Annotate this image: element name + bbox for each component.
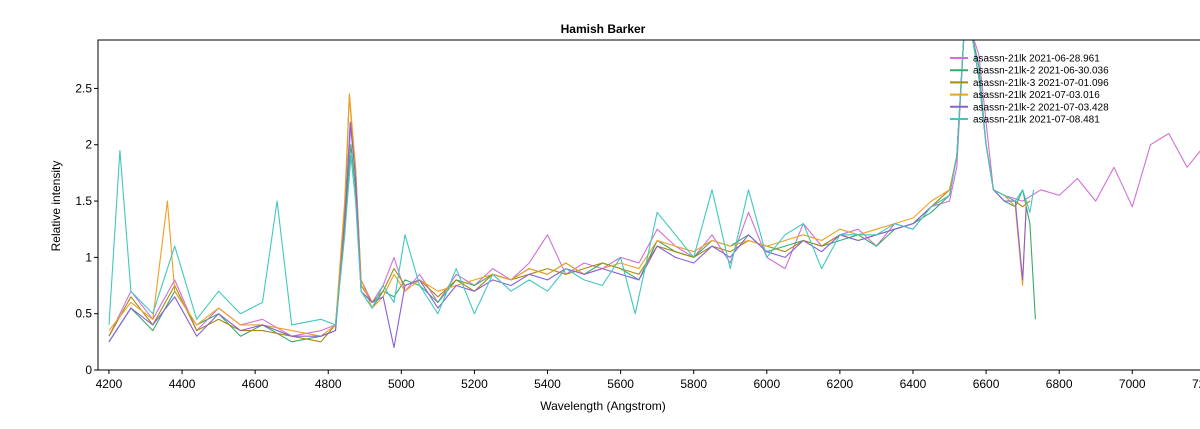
x-tick-label: 4800 [315,377,342,391]
y-tick-label: 1 [85,250,92,264]
x-tick-label: 6200 [827,377,854,391]
x-tick-label: 6600 [973,377,1000,391]
y-tick-label: 0.5 [75,307,92,321]
x-axis-label: Wavelength (Angstrom) [540,399,666,413]
x-tick-label: 4400 [169,377,196,391]
legend-label: asassn-21lk-2 2021-07-03.428 [973,102,1109,113]
y-tick-label: 0 [85,363,92,377]
y-tick-label: 1.5 [75,194,92,208]
x-tick-label: 4600 [242,377,269,391]
legend-label: asassn-21lk 2021-07-08.481 [973,115,1100,126]
legend: asassn-21lk 2021-06-28.961asassn-21lk-2 … [950,54,1109,126]
x-tick-label: 4200 [96,377,123,391]
y-axis-label: Relative intensity [49,161,63,252]
x-tick-label: 7200 [1192,377,1200,391]
plot-frame [97,39,1200,371]
legend-label: asassn-21lk 2021-07-03.016 [973,90,1100,101]
x-tick-label: 5600 [607,377,634,391]
x-tick-label: 5400 [534,377,561,391]
x-tick-label: 7000 [1119,377,1146,391]
x-tick-label: 5000 [388,377,415,391]
plot-area [108,40,1200,349]
x-tick-label: 6000 [753,377,780,391]
x-axis-ticks: 4200 4400 4600 4800 5000 5200 5400 5600 5800 6000… [96,370,1200,391]
y-axis-ticks: 0 0.5 1 1.5 2 2.5 [75,81,98,377]
chart-title: Hamish Barker [561,22,646,36]
y-tick-label: 2.5 [75,81,92,95]
x-tick-label: 5200 [461,377,488,391]
series-line-6 [108,40,1035,326]
x-tick-label: 6800 [1046,377,1073,391]
y-tick-label: 2 [85,138,92,152]
x-tick-label: 6400 [900,377,927,391]
legend-label: asassn-21lk-2 2021-06-30.036 [973,66,1109,77]
legend-label: asassn-21lk-3 2021-07-01.096 [973,78,1109,89]
legend-label: asassn-21lk 2021-06-28.961 [973,54,1100,65]
x-tick-label: 5800 [680,377,707,391]
